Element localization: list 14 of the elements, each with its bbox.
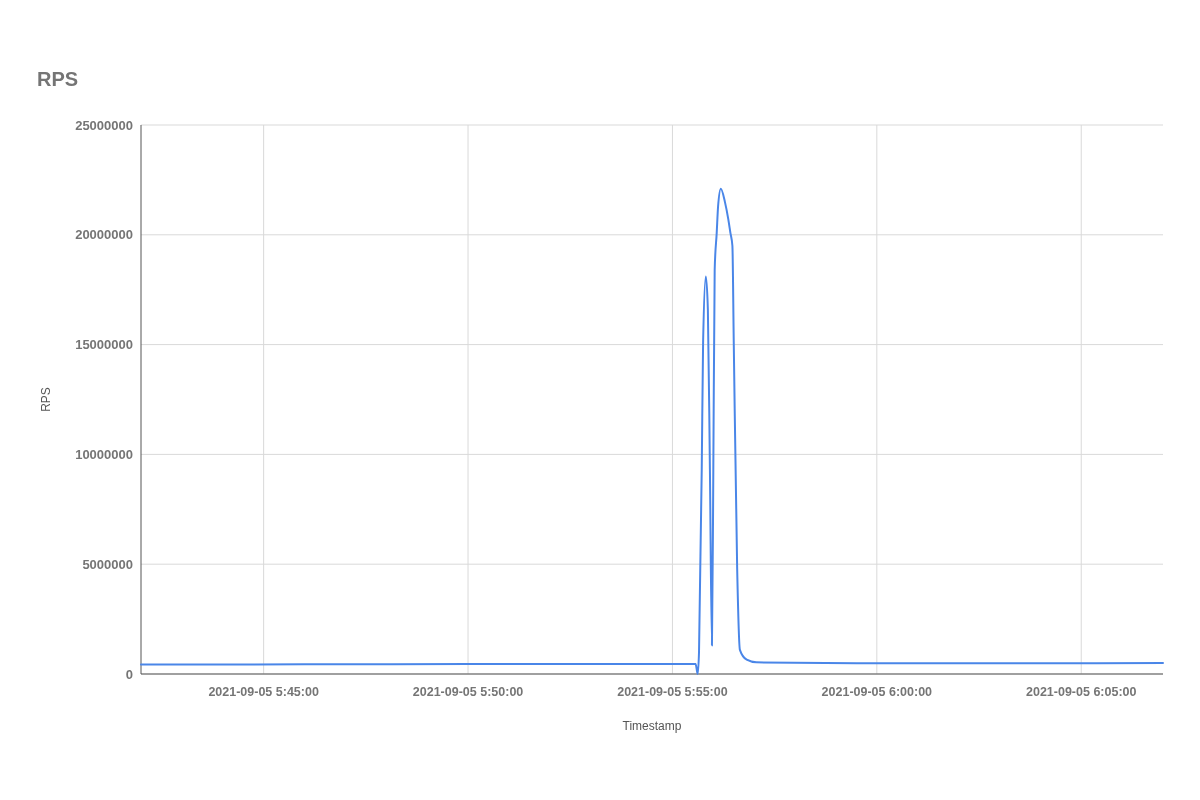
x-tick-label: 2021-09-05 5:45:00 <box>208 685 319 699</box>
x-tick-label: 2021-09-05 6:00:00 <box>821 685 933 699</box>
y-tick-label: 20000000 <box>75 227 133 243</box>
y-tick-label: 25000000 <box>75 117 133 133</box>
x-tick-label: 2021-09-05 6:05:00 <box>1025 685 1137 699</box>
x-tick-label: 2021-09-05 5:55:00 <box>617 685 728 699</box>
y-tick-label: 5000000 <box>82 556 133 572</box>
y-tick-label: 10000000 <box>75 446 133 462</box>
y-axis-title: RPS <box>39 387 53 412</box>
y-tick-label: 15000000 <box>75 337 133 353</box>
x-axis-title: Timestamp <box>622 719 682 733</box>
chart-title: RPS <box>37 68 79 90</box>
x-tick-label: 2021-09-05 5:50:00 <box>412 685 524 699</box>
y-tick-label: 0 <box>125 666 133 682</box>
